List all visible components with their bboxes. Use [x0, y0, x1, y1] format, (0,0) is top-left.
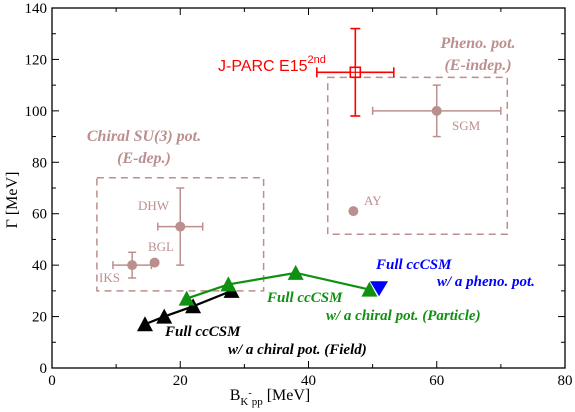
- group-label-chiral: Chiral SU(3) pot.: [87, 128, 201, 145]
- y-tick-label: 140: [25, 1, 48, 17]
- y-tick-label: 100: [25, 104, 48, 120]
- series-marker-green: [361, 281, 378, 297]
- y-axis-title: Γ [MeV]: [4, 172, 21, 229]
- x-axis-title: BK-pp [MeV]: [230, 387, 311, 408]
- series-marker-black: [156, 308, 173, 324]
- data-point-sgm: [431, 105, 442, 116]
- data-point-iks: [127, 260, 138, 271]
- data-point-bgl: [149, 257, 160, 268]
- y-tick-label: 40: [32, 258, 47, 274]
- y-tick-label: 80: [32, 155, 47, 171]
- y-tick-label: 0: [40, 361, 48, 377]
- series-marker-black: [136, 316, 153, 332]
- point-label-ay: AY: [364, 193, 382, 208]
- plot-axes: 0 20 40 60 80 0 20 40 60 80 100 120 140: [25, 1, 573, 389]
- point-label-bgl: BGL: [148, 239, 174, 254]
- experiment-label: J-PARC E152nd: [218, 54, 326, 75]
- data-marks: [112, 27, 502, 332]
- group-box: [96, 176, 265, 292]
- group-boxes: [96, 76, 509, 292]
- group-box: [326, 76, 509, 236]
- series-sublabel-pheno: w/ a pheno. pot.: [437, 274, 535, 290]
- point-label-iks: IKS: [99, 270, 120, 285]
- data-point-ay: [348, 206, 359, 217]
- series-line-black: [144, 289, 232, 326]
- series-sublabel-field: w/ a chiral pot. (Field): [228, 342, 367, 358]
- x-tick-label: 80: [558, 373, 573, 389]
- y-tick-label: 120: [25, 52, 48, 68]
- series-marker-green: [220, 276, 237, 292]
- y-tick-label: 20: [32, 310, 47, 326]
- series-label-particle: Full ccCSM: [266, 290, 343, 306]
- series-marker-green: [287, 264, 304, 280]
- point-label-dhw: DHW: [138, 198, 170, 213]
- series-label-field: Full ccCSM: [164, 324, 241, 340]
- x-tick-label: 0: [48, 373, 56, 389]
- y-tick-label: 60: [32, 207, 47, 223]
- series-marker-blue: [370, 281, 389, 297]
- annotations: BK-pp [MeV] Γ [MeV] Chiral SU(3) pot. (E…: [4, 35, 535, 408]
- series-line-green: [186, 271, 370, 300]
- series-marker-black: [185, 298, 202, 314]
- point-label-sgm: SGM: [452, 118, 481, 133]
- group-label-pheno: Pheno. pot.: [439, 35, 515, 52]
- x-tick-label: 20: [173, 373, 188, 389]
- series-marker-green: [178, 290, 195, 306]
- group-sublabel-chiral: (E-dep.): [117, 150, 171, 167]
- data-point-dhw: [175, 221, 186, 232]
- x-tick-label: 60: [429, 373, 444, 389]
- x-tick-label: 40: [301, 373, 316, 389]
- series-label-pheno: Full ccCSM: [375, 257, 452, 273]
- group-sublabel-pheno: (E-indep.): [444, 57, 511, 74]
- series-sublabel-particle: w/ a chiral pot. (Particle): [326, 308, 481, 324]
